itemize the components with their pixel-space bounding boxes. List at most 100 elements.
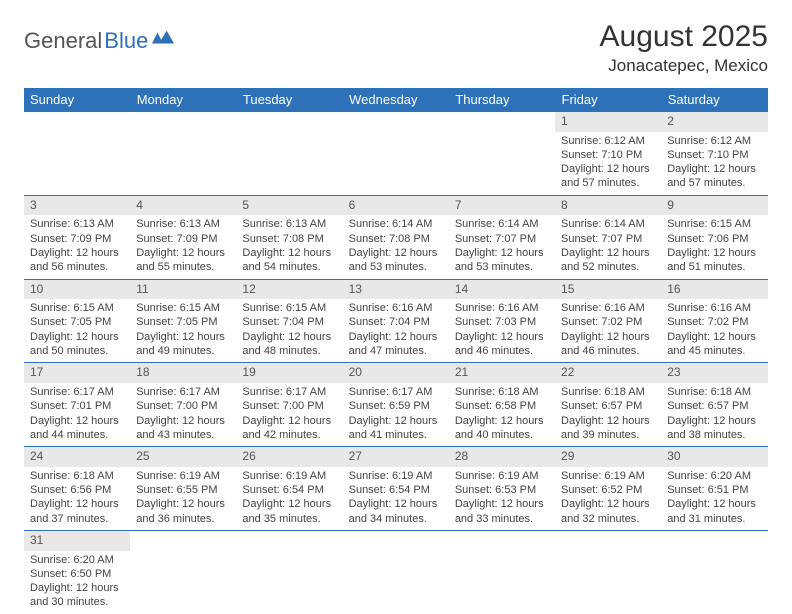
day-line-dl: Daylight: 12 hours and 32 minutes. [561,497,655,526]
day-line-ss: Sunset: 6:54 PM [349,483,443,497]
day-line-dl: Daylight: 12 hours and 53 minutes. [349,246,443,275]
day-line-sr: Sunrise: 6:13 AM [30,217,124,231]
day-line-dl: Daylight: 12 hours and 45 minutes. [667,330,761,359]
day-line-sr: Sunrise: 6:17 AM [349,385,443,399]
day-line-dl: Daylight: 12 hours and 46 minutes. [455,330,549,359]
day-details: Sunrise: 6:16 AMSunset: 7:04 PMDaylight:… [343,299,449,362]
day-line-sr: Sunrise: 6:19 AM [455,469,549,483]
day-number: 10 [24,280,130,300]
day-line-ss: Sunset: 7:00 PM [136,399,230,413]
calendar-cell: 26Sunrise: 6:19 AMSunset: 6:54 PMDayligh… [236,447,342,531]
calendar-cell: 9Sunrise: 6:15 AMSunset: 7:06 PMDaylight… [661,195,767,279]
logo-text-blue: Blue [104,28,148,54]
day-line-sr: Sunrise: 6:15 AM [136,301,230,315]
day-details: Sunrise: 6:16 AMSunset: 7:02 PMDaylight:… [661,299,767,362]
calendar-cell [343,530,449,613]
day-line-ss: Sunset: 6:50 PM [30,567,124,581]
day-line-sr: Sunrise: 6:19 AM [349,469,443,483]
day-line-sr: Sunrise: 6:20 AM [30,553,124,567]
day-number: 29 [555,447,661,467]
day-number: 12 [236,280,342,300]
day-number: 20 [343,363,449,383]
day-number: 31 [24,531,130,551]
day-line-dl: Daylight: 12 hours and 33 minutes. [455,497,549,526]
weekday-header-row: SundayMondayTuesdayWednesdayThursdayFrid… [24,88,768,112]
flag-icon [152,30,174,46]
day-number: 11 [130,280,236,300]
day-line-sr: Sunrise: 6:14 AM [455,217,549,231]
logo: General Blue [24,28,174,54]
day-line-sr: Sunrise: 6:18 AM [30,469,124,483]
calendar-cell: 19Sunrise: 6:17 AMSunset: 7:00 PMDayligh… [236,363,342,447]
calendar-table: SundayMondayTuesdayWednesdayThursdayFrid… [24,88,768,614]
calendar-cell: 23Sunrise: 6:18 AMSunset: 6:57 PMDayligh… [661,363,767,447]
calendar-cell: 20Sunrise: 6:17 AMSunset: 6:59 PMDayligh… [343,363,449,447]
day-line-ss: Sunset: 7:07 PM [561,232,655,246]
day-details: Sunrise: 6:14 AMSunset: 7:07 PMDaylight:… [555,215,661,278]
day-line-sr: Sunrise: 6:18 AM [561,385,655,399]
day-line-sr: Sunrise: 6:14 AM [349,217,443,231]
day-line-dl: Daylight: 12 hours and 56 minutes. [30,246,124,275]
day-line-dl: Daylight: 12 hours and 40 minutes. [455,414,549,443]
calendar-cell: 2Sunrise: 6:12 AMSunset: 7:10 PMDaylight… [661,112,767,196]
day-line-sr: Sunrise: 6:13 AM [242,217,336,231]
day-number: 24 [24,447,130,467]
title-block: August 2025 Jonacatepec, Mexico [600,20,768,76]
calendar-body: 1Sunrise: 6:12 AMSunset: 7:10 PMDaylight… [24,112,768,614]
day-details: Sunrise: 6:19 AMSunset: 6:55 PMDaylight:… [130,467,236,530]
weekday-header: Sunday [24,88,130,112]
day-line-dl: Daylight: 12 hours and 30 minutes. [30,581,124,610]
day-line-dl: Daylight: 12 hours and 48 minutes. [242,330,336,359]
day-details: Sunrise: 6:12 AMSunset: 7:10 PMDaylight:… [661,132,767,195]
weekday-header: Wednesday [343,88,449,112]
calendar-cell [449,112,555,196]
day-line-ss: Sunset: 6:58 PM [455,399,549,413]
day-number: 22 [555,363,661,383]
day-details: Sunrise: 6:17 AMSunset: 6:59 PMDaylight:… [343,383,449,446]
day-line-ss: Sunset: 7:02 PM [667,315,761,329]
day-details: Sunrise: 6:15 AMSunset: 7:05 PMDaylight:… [130,299,236,362]
day-line-ss: Sunset: 6:56 PM [30,483,124,497]
day-line-ss: Sunset: 6:53 PM [455,483,549,497]
calendar-cell: 29Sunrise: 6:19 AMSunset: 6:52 PMDayligh… [555,447,661,531]
day-number: 1 [555,112,661,132]
calendar-cell: 6Sunrise: 6:14 AMSunset: 7:08 PMDaylight… [343,195,449,279]
weekday-header: Thursday [449,88,555,112]
day-line-ss: Sunset: 6:57 PM [667,399,761,413]
calendar-cell: 27Sunrise: 6:19 AMSunset: 6:54 PMDayligh… [343,447,449,531]
day-details: Sunrise: 6:12 AMSunset: 7:10 PMDaylight:… [555,132,661,195]
day-line-sr: Sunrise: 6:16 AM [455,301,549,315]
day-line-ss: Sunset: 7:06 PM [667,232,761,246]
day-number: 16 [661,280,767,300]
day-line-ss: Sunset: 6:59 PM [349,399,443,413]
day-details: Sunrise: 6:14 AMSunset: 7:07 PMDaylight:… [449,215,555,278]
day-line-dl: Daylight: 12 hours and 35 minutes. [242,497,336,526]
calendar-cell: 4Sunrise: 6:13 AMSunset: 7:09 PMDaylight… [130,195,236,279]
location-label: Jonacatepec, Mexico [600,56,768,76]
day-number: 8 [555,196,661,216]
logo-text-general: General [24,28,102,54]
day-line-sr: Sunrise: 6:16 AM [349,301,443,315]
day-line-dl: Daylight: 12 hours and 49 minutes. [136,330,230,359]
day-line-dl: Daylight: 12 hours and 47 minutes. [349,330,443,359]
day-line-ss: Sunset: 6:52 PM [561,483,655,497]
day-details: Sunrise: 6:14 AMSunset: 7:08 PMDaylight:… [343,215,449,278]
day-line-dl: Daylight: 12 hours and 51 minutes. [667,246,761,275]
day-line-sr: Sunrise: 6:15 AM [667,217,761,231]
day-details: Sunrise: 6:15 AMSunset: 7:05 PMDaylight:… [24,299,130,362]
day-line-sr: Sunrise: 6:13 AM [136,217,230,231]
day-details: Sunrise: 6:19 AMSunset: 6:54 PMDaylight:… [236,467,342,530]
day-details: Sunrise: 6:16 AMSunset: 7:03 PMDaylight:… [449,299,555,362]
calendar-cell: 21Sunrise: 6:18 AMSunset: 6:58 PMDayligh… [449,363,555,447]
day-line-sr: Sunrise: 6:17 AM [30,385,124,399]
day-number: 9 [661,196,767,216]
day-line-dl: Daylight: 12 hours and 44 minutes. [30,414,124,443]
calendar-row: 17Sunrise: 6:17 AMSunset: 7:01 PMDayligh… [24,363,768,447]
calendar-cell: 1Sunrise: 6:12 AMSunset: 7:10 PMDaylight… [555,112,661,196]
day-line-ss: Sunset: 6:51 PM [667,483,761,497]
day-line-dl: Daylight: 12 hours and 57 minutes. [561,162,655,191]
day-line-dl: Daylight: 12 hours and 36 minutes. [136,497,230,526]
calendar-cell [130,112,236,196]
day-line-dl: Daylight: 12 hours and 34 minutes. [349,497,443,526]
day-number: 18 [130,363,236,383]
